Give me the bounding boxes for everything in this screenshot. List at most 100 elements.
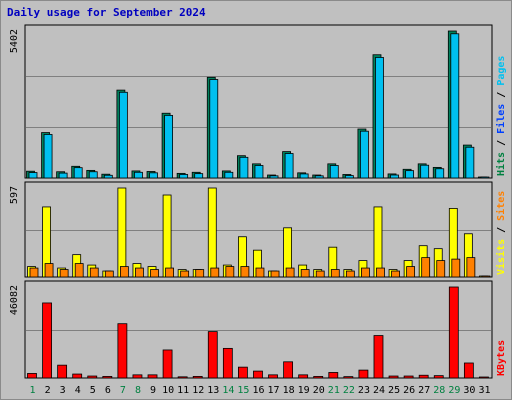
- kbytes-bar-day-23: [358, 369, 369, 379]
- kbytes-bar-day-13: [207, 331, 218, 379]
- sites-bar-day-15: [240, 266, 250, 278]
- kbytes-bar-day-5: [87, 375, 98, 379]
- sites-bar-day-22: [345, 270, 355, 278]
- visits-bar-day-7: [117, 187, 127, 278]
- day-label-19: 19: [298, 385, 310, 396]
- panel-pages-files-hits-frame: [24, 24, 493, 179]
- files-bar-day-6: [103, 174, 113, 179]
- day-label-10: 10: [162, 385, 174, 396]
- day-label-31: 31: [478, 385, 490, 396]
- sites-bar-day-17: [270, 270, 280, 278]
- sites-bar-day-4: [74, 263, 84, 278]
- files-bar-day-25: [390, 174, 399, 179]
- day-label-28: 28: [433, 385, 445, 396]
- kbytes-bar-day-7: [117, 323, 128, 379]
- kbytes-bar-day-27: [418, 374, 429, 379]
- files-bar-day-16: [254, 165, 264, 179]
- files-bar-day-9: [149, 172, 158, 179]
- files-bar-day-31: [480, 176, 490, 179]
- sites-bar-day-19: [300, 269, 310, 278]
- sites-bar-day-25: [391, 270, 400, 278]
- day-label-23: 23: [358, 385, 370, 396]
- sites-bar-day-14: [225, 266, 235, 278]
- kbytes-bar-day-10: [162, 349, 173, 379]
- day-label-13: 13: [207, 385, 219, 396]
- files-bar-day-12: [194, 173, 204, 179]
- sites-bar-day-3: [59, 269, 69, 278]
- day-label-1: 1: [30, 385, 36, 396]
- day-label-9: 9: [150, 385, 156, 396]
- files-bar-day-8: [134, 171, 143, 179]
- day-label-24: 24: [373, 385, 385, 396]
- day-label-16: 16: [252, 385, 264, 396]
- day-label-21: 21: [328, 385, 340, 396]
- files-bar-day-1: [28, 172, 38, 179]
- kbytes-bar-day-1: [27, 373, 37, 379]
- sites-bar-day-31: [481, 275, 491, 278]
- sites-bar-day-1: [29, 267, 39, 278]
- sites-bar-day-20: [315, 270, 325, 278]
- day-label-27: 27: [418, 385, 430, 396]
- files-bar-day-11: [179, 174, 189, 179]
- panel-visits-sites-legend: Visits / Sites: [495, 191, 507, 275]
- sites-bar-day-24: [376, 267, 385, 278]
- day-label-7: 7: [120, 385, 126, 396]
- panel-pages-files-hits-max-label: 5402: [9, 29, 20, 53]
- kbytes-bar-day-26: [403, 375, 414, 379]
- day-label-15: 15: [237, 385, 249, 396]
- kbytes-bar-day-31: [479, 376, 489, 379]
- panel-kbytes-legend: KBytes: [496, 340, 507, 376]
- sites-bar-day-27: [421, 257, 431, 278]
- kbytes-bar-day-21: [328, 372, 339, 379]
- files-bar-day-17: [269, 175, 279, 179]
- sites-bar-day-8: [135, 267, 144, 278]
- files-bar-day-3: [58, 172, 68, 179]
- kbytes-bar-day-12: [192, 376, 203, 379]
- kbytes-bar-day-11: [177, 376, 188, 379]
- day-label-20: 20: [313, 385, 325, 396]
- day-label-11: 11: [177, 385, 189, 396]
- chart-title: Daily usage for September 2024: [7, 6, 206, 19]
- kbytes-bar-day-28: [433, 375, 444, 379]
- files-bar-day-13: [209, 79, 219, 179]
- sites-bar-day-9: [150, 269, 159, 278]
- kbytes-bar-day-6: [102, 376, 113, 379]
- day-label-17: 17: [268, 385, 280, 396]
- files-bar-day-30: [465, 146, 475, 179]
- visits-bar-day-13: [207, 187, 217, 278]
- files-bar-day-26: [405, 170, 415, 179]
- visits-bar-day-10: [162, 194, 172, 278]
- panel-kbytes-frame: [24, 280, 493, 379]
- legend-kbytes: KBytes: [496, 340, 507, 376]
- kbytes-bar-day-25: [388, 375, 399, 379]
- kbytes-bar-day-17: [268, 374, 278, 379]
- files-bar-day-7: [118, 91, 128, 179]
- files-bar-day-29: [450, 33, 460, 179]
- kbytes-bar-day-22: [343, 376, 354, 379]
- files-bar-day-23: [360, 130, 369, 179]
- files-bar-day-21: [329, 165, 339, 179]
- visits-bar-day-24: [373, 206, 383, 278]
- day-label-2: 2: [45, 385, 51, 396]
- kbytes-bar-day-30: [463, 362, 474, 379]
- files-bar-day-5: [88, 171, 98, 179]
- sites-bar-day-26: [406, 266, 416, 278]
- files-bar-day-24: [375, 57, 384, 179]
- kbytes-bar-day-2: [42, 302, 52, 379]
- files-bar-day-4: [73, 167, 83, 179]
- legend-pages: Pages: [496, 56, 507, 86]
- sites-bar-day-2: [44, 263, 54, 278]
- kbytes-bar-day-29: [448, 286, 459, 379]
- sites-bar-day-30: [466, 257, 476, 278]
- panel-pages-files-hits-legend: Hits / Files / Pages: [495, 56, 507, 176]
- sites-bar-day-10: [165, 267, 174, 278]
- kbytes-bar-day-8: [132, 374, 143, 379]
- sites-bar-day-5: [89, 267, 99, 278]
- legend-sites: Sites: [495, 191, 507, 221]
- day-label-3: 3: [60, 385, 66, 396]
- sites-bar-day-6: [104, 270, 114, 278]
- legend-hits: Hits: [495, 152, 507, 176]
- sites-bar-day-29: [451, 258, 461, 278]
- sites-bar-day-7: [119, 266, 129, 278]
